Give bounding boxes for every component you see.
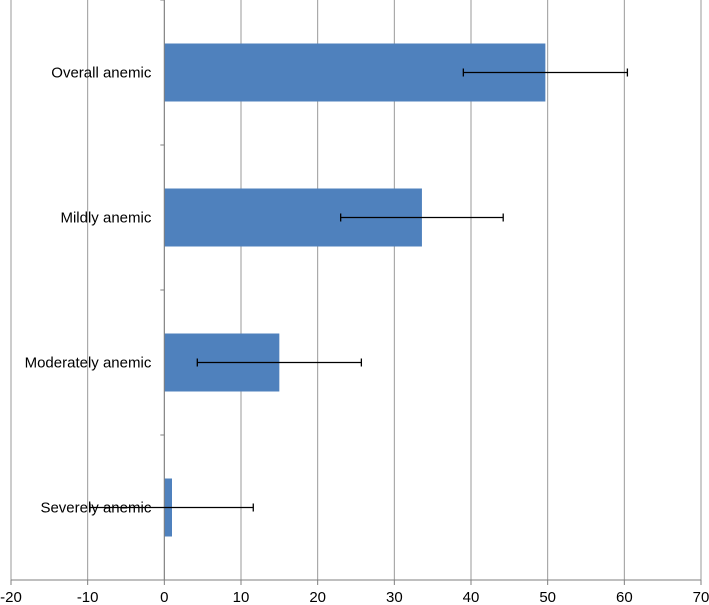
x-tick-label-4: 20 — [309, 589, 326, 605]
category-labels: Overall anemic Mildly anemic Moderately an… — [25, 65, 152, 517]
category-label-3: Severely anemic — [40, 500, 151, 517]
x-tick-label-8: 60 — [616, 589, 633, 605]
x-tick-label-3: 10 — [233, 589, 250, 605]
x-tick-label-2: 0 — [160, 589, 168, 605]
x-tick-label-5: 30 — [386, 589, 403, 605]
x-tick-label-7: 50 — [539, 589, 556, 605]
category-label-2: Moderately anemic — [25, 355, 152, 372]
category-label-0: Overall anemic — [51, 65, 152, 82]
axes — [10, 0, 702, 585]
x-tick-label-9: 70 — [693, 589, 709, 605]
x-tick-label-0: -20 — [0, 589, 22, 605]
bars — [164, 43, 546, 537]
x-tick-label-1: -10 — [77, 589, 99, 605]
x-tick-labels: -20 -10 0 10 20 30 40 50 60 70 — [0, 589, 709, 605]
error-bars — [89, 68, 629, 512]
x-tick-label-6: 40 — [463, 589, 480, 605]
category-label-1: Mildly anemic — [60, 210, 151, 227]
